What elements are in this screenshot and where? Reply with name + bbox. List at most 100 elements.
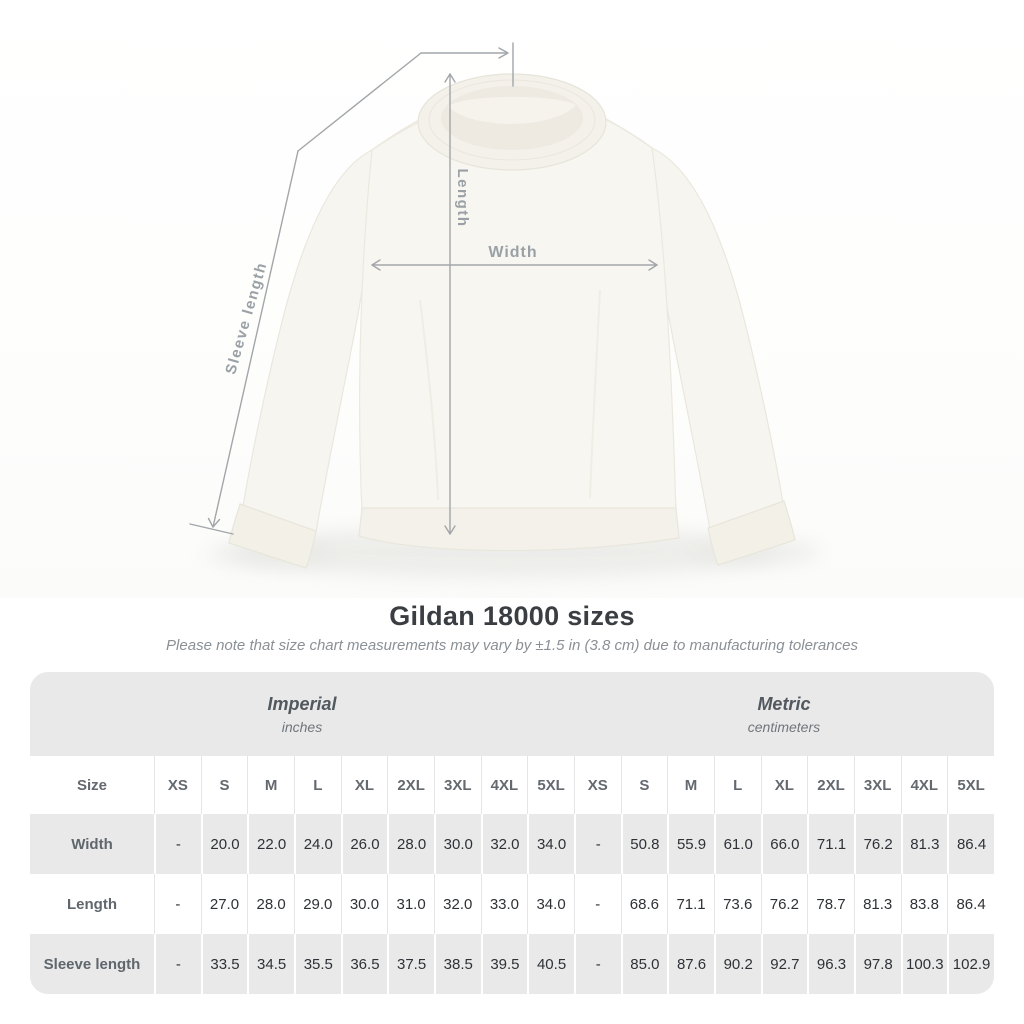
value-cell: -	[573, 934, 621, 994]
sleeve-length-row: Sleeve length - 33.5 34.5 35.5 36.5 37.5…	[30, 934, 994, 994]
value-cell: 35.5	[293, 934, 341, 994]
row-label: Width	[30, 814, 154, 874]
size-header-cell: 3XL	[853, 756, 901, 814]
value-cell: 76.2	[853, 814, 901, 874]
size-header-cell: M	[667, 756, 714, 814]
value-cell: 96.3	[807, 934, 854, 994]
value-cell: 81.3	[853, 874, 901, 934]
value-cell: 61.0	[713, 814, 761, 874]
hem-band	[358, 507, 680, 552]
size-header-cell: 3XL	[433, 756, 481, 814]
sweatshirt-measurement-diagram: Length Width Sleeve length	[0, 0, 1024, 598]
value-cell: 20.0	[200, 814, 248, 874]
size-header-cell: S	[200, 756, 248, 814]
sweatshirt-illustration	[228, 73, 796, 569]
value-cell: -	[573, 814, 621, 874]
collar-seam	[428, 79, 596, 161]
value-cell: 27.0	[200, 874, 248, 934]
metric-section-header: Metric centimeters	[573, 672, 994, 756]
size-header-cell: 2XL	[807, 756, 854, 814]
value-cell: 34.0	[527, 814, 574, 874]
value-cell: 33.0	[480, 874, 528, 934]
value-cell: 36.5	[340, 934, 388, 994]
value-cell: 22.0	[247, 814, 294, 874]
length-label: Length	[454, 169, 471, 228]
value-cell: -	[154, 934, 201, 994]
sweatshirt-diagram-svg: Length Width Sleeve length	[189, 42, 820, 578]
size-chart-table: Imperial inches Metric centimeters Size …	[30, 672, 994, 994]
value-cell: 39.5	[480, 934, 528, 994]
metric-sublabel: centimeters	[747, 718, 821, 735]
value-cell: 66.0	[760, 814, 808, 874]
arrowhead-down-icon	[444, 525, 456, 535]
value-cell: 31.0	[387, 874, 434, 934]
value-cell: 32.0	[480, 814, 528, 874]
back-neck	[448, 96, 576, 124]
size-header-cell: L	[293, 756, 341, 814]
size-header-cell: 5XL	[527, 756, 574, 814]
row-label: Sleeve length	[30, 934, 154, 994]
value-cell: 55.9	[667, 814, 714, 874]
size-header-cell: XS	[573, 756, 621, 814]
imperial-section-header: Imperial inches	[30, 672, 574, 756]
size-header-cell: 4XL	[900, 756, 948, 814]
value-cell: 76.2	[760, 874, 808, 934]
sleeve-length-upper-diagonal	[297, 52, 422, 152]
cuff-end-tick	[189, 523, 234, 535]
value-cell: 97.8	[853, 934, 901, 994]
size-header-cell: XS	[154, 756, 201, 814]
imperial-sublabel: inches	[281, 718, 323, 735]
value-cell: -	[154, 874, 201, 934]
value-cell: 34.0	[527, 874, 574, 934]
value-cell: 28.0	[387, 814, 434, 874]
sleeve-length-label: Sleeve length	[222, 260, 270, 376]
size-header-cell: XL	[340, 756, 388, 814]
arrowhead-right-icon	[498, 47, 509, 59]
value-cell: 100.3	[900, 934, 948, 994]
value-cell: 30.0	[340, 874, 388, 934]
value-cell: 81.3	[900, 814, 948, 874]
size-header-cell: 4XL	[480, 756, 528, 814]
value-cell: 32.0	[433, 874, 481, 934]
value-cell: 86.4	[947, 874, 994, 934]
metric-label: Metric	[757, 693, 811, 714]
value-cell: 102.9	[947, 934, 994, 994]
width-row: Width - 20.0 22.0 24.0 26.0 28.0 30.0 32…	[30, 814, 994, 874]
size-header-cell: M	[247, 756, 294, 814]
width-label: Width	[488, 244, 537, 261]
size-header-cell: L	[713, 756, 761, 814]
value-cell: 73.6	[713, 874, 761, 934]
value-cell: 34.5	[247, 934, 294, 994]
size-header-cell: XL	[760, 756, 808, 814]
value-cell: 40.5	[527, 934, 574, 994]
arrowhead-left-icon	[371, 259, 381, 271]
value-cell: 87.6	[667, 934, 714, 994]
right-cuff	[707, 500, 796, 566]
value-cell: 30.0	[433, 814, 481, 874]
length-row: Length - 27.0 28.0 29.0 30.0 31.0 32.0 3…	[30, 874, 994, 934]
value-cell: 26.0	[340, 814, 388, 874]
value-cell: 24.0	[293, 814, 341, 874]
value-cell: 90.2	[713, 934, 761, 994]
row-label: Length	[30, 874, 154, 934]
value-cell: 33.5	[200, 934, 248, 994]
size-header-cell: 2XL	[387, 756, 434, 814]
sleeve-length-lower-diagonal	[212, 150, 299, 528]
size-header-cell: S	[620, 756, 668, 814]
value-cell: 85.0	[620, 934, 668, 994]
imperial-label: Imperial	[267, 693, 337, 714]
fold-line-right	[589, 289, 601, 499]
measurement-annotations	[189, 42, 658, 535]
page-title: Gildan 18000 sizes	[389, 601, 635, 631]
value-cell: 86.4	[947, 814, 994, 874]
arrowhead-right2-icon	[648, 259, 658, 271]
tolerance-note: Please note that size chart measurements…	[166, 637, 858, 654]
size-header-row: Size XS S M L XL 2XL 3XL 4XL 5XL XS S M …	[30, 756, 994, 814]
value-cell: 28.0	[247, 874, 294, 934]
arrowhead-down-left-icon	[207, 517, 221, 528]
value-cell: 37.5	[387, 934, 434, 994]
value-cell: 71.1	[667, 874, 714, 934]
value-cell: -	[154, 814, 201, 874]
value-cell: 50.8	[620, 814, 668, 874]
